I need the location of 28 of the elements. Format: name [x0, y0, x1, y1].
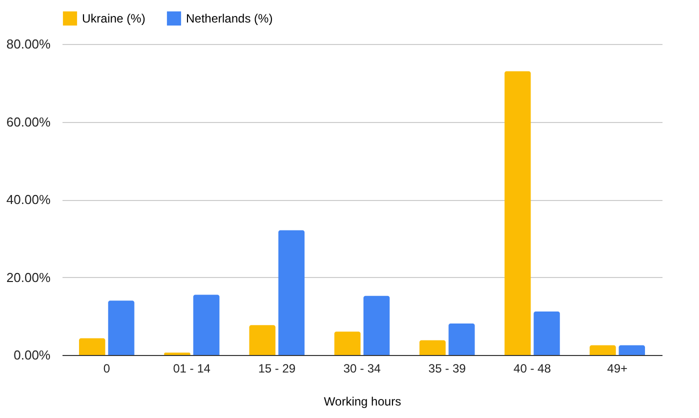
x-tick-label: 01 - 14 [173, 362, 211, 376]
x-tick-label: 15 - 29 [258, 362, 296, 376]
bar [504, 71, 531, 355]
y-tick-label: 60.00% [6, 114, 51, 130]
bar [448, 324, 475, 355]
bar [590, 345, 616, 355]
x-tick-label: 49+ [607, 362, 628, 376]
bar [108, 300, 134, 355]
y-tick-label: 0.00% [14, 348, 51, 362]
bar [534, 311, 560, 355]
x-axis-title: Working hours [324, 394, 402, 408]
bar [249, 325, 276, 355]
legend-label: Ukraine (%) [82, 11, 146, 26]
y-tick-label: 20.00% [6, 270, 51, 285]
bar [419, 340, 446, 355]
y-tick-label: 40.00% [6, 192, 51, 207]
bar [278, 230, 305, 355]
x-tick-label: 30 - 34 [343, 362, 382, 376]
x-tick-label: 35 - 39 [428, 362, 466, 376]
legend-label: Netherlands (%) [186, 11, 273, 26]
bar [334, 332, 361, 355]
x-tick-label: 0 [103, 362, 110, 376]
bar [618, 345, 645, 355]
x-tick-label: 40 - 48 [514, 362, 552, 376]
bar [79, 338, 106, 355]
bar [363, 296, 390, 355]
bar [193, 294, 220, 355]
y-tick-label: 80.00% [6, 36, 51, 52]
